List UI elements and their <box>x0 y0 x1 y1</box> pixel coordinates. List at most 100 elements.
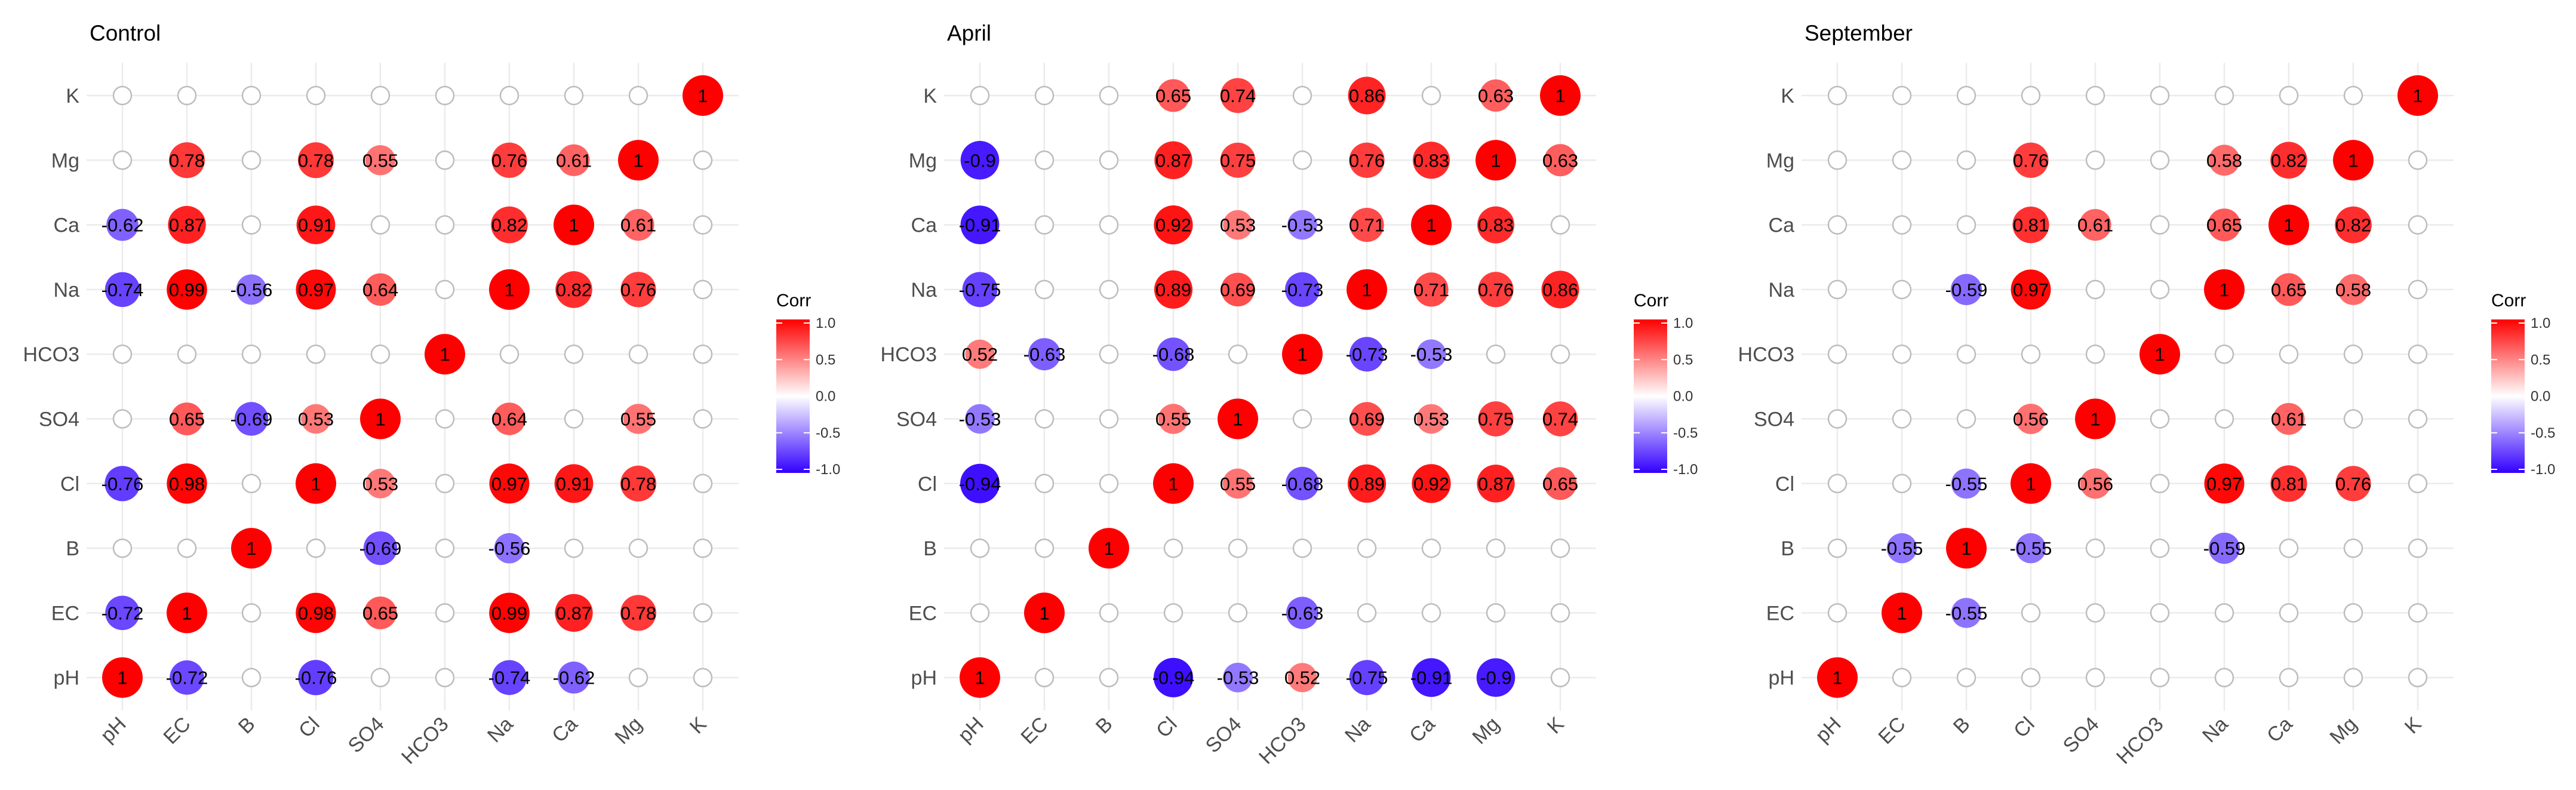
correlation-bubble <box>965 339 995 369</box>
correlation-bubble <box>1480 79 1512 112</box>
empty-cell-marker <box>112 538 133 558</box>
empty-cell-marker <box>112 150 133 170</box>
cells: 1 -0.72 -0.76 -0.74 -0.62 -0.72 1 0.98 0.65 0.99 0… <box>102 75 723 698</box>
empty-cell-marker <box>177 85 197 106</box>
correlation-value-label: 0.63 <box>1542 150 1578 171</box>
correlation-bubble <box>1412 464 1451 503</box>
empty-cell-marker <box>2279 344 2299 364</box>
correlation-value-label: 0.71 <box>1413 279 1449 300</box>
empty-cell-marker <box>1099 668 1119 687</box>
correlation-bubble <box>2338 274 2369 305</box>
correlation-value-label: 1 <box>439 344 450 365</box>
empty-cell-marker <box>435 474 455 494</box>
correlation-value-label: 0.63 <box>1478 85 1514 106</box>
correlation-value-label: 0.58 <box>2335 279 2371 300</box>
empty-cell-marker <box>970 85 990 106</box>
empty-cell-marker <box>2085 279 2105 300</box>
correlation-bubble <box>554 464 594 503</box>
empty-cell-marker <box>241 344 262 364</box>
correlation-value-label: 0.82 <box>2271 150 2307 171</box>
empty-cell-marker <box>2021 344 2041 364</box>
correlation-bubble <box>489 269 530 310</box>
correlation-bubble <box>1542 401 1578 437</box>
legend-tick-label: -1.0 <box>2531 462 2555 478</box>
empty-cell-marker <box>1892 409 1912 429</box>
empty-cell-marker <box>177 538 197 558</box>
x-tick-label: SO4 <box>2059 712 2104 757</box>
correlation-value-label: 0.71 <box>1349 215 1385 236</box>
empty-cell-marker <box>1034 215 1055 235</box>
correlation-bubble <box>1024 592 1065 634</box>
y-tick-label: Mg <box>1766 149 1794 172</box>
correlation-value-label: 0.69 <box>1349 409 1385 430</box>
y-tick-label: HCO3 <box>1738 343 1794 366</box>
correlation-value-label: -0.55 <box>2010 538 2052 559</box>
correlation-bubble <box>1287 210 1317 240</box>
correlation-value-label: 0.78 <box>620 474 656 494</box>
empty-cell-marker <box>1827 603 1848 623</box>
legend-tick-label: 0.5 <box>816 352 835 368</box>
correlation-value-label: -0.76 <box>102 474 144 494</box>
correlation-value-label: 0.87 <box>1478 474 1514 494</box>
correlation-bubble <box>555 271 592 308</box>
correlation-value-label: 0.76 <box>2013 150 2049 171</box>
correlation-bubble <box>2208 208 2241 241</box>
correlation-bubble <box>960 463 1000 503</box>
empty-cell-marker <box>1956 409 1976 429</box>
correlation-bubble <box>1154 270 1193 309</box>
correlation-bubble <box>2209 145 2240 176</box>
x-tick-label: Na <box>1341 712 1375 747</box>
y-tick-label: Cl <box>1775 473 1794 496</box>
empty-cell-marker <box>177 344 197 364</box>
correlation-value-label: 0.98 <box>298 603 334 623</box>
correlation-value-label: 0.65 <box>362 603 398 623</box>
empty-cell-marker <box>2150 215 2170 235</box>
correlation-value-label: -0.63 <box>1023 344 1066 365</box>
empty-cell-marker <box>435 603 455 623</box>
empty-cell-marker <box>2214 344 2234 364</box>
correlation-bubble <box>622 209 654 241</box>
empty-cell-marker <box>306 538 326 558</box>
y-tick-label: B <box>923 537 937 560</box>
correlation-bubble <box>1350 208 1384 242</box>
legend-title: Corr <box>2491 291 2526 311</box>
empty-cell-marker <box>2021 603 2041 623</box>
empty-cell-marker <box>2279 85 2299 106</box>
correlation-bubble <box>491 142 527 178</box>
panel-title: April <box>947 21 991 45</box>
correlation-value-label: -0.91 <box>959 215 1001 236</box>
correlation-value-label: -0.56 <box>230 279 273 300</box>
correlation-bubble <box>1411 204 1452 245</box>
x-tick-label: HCO3 <box>1255 712 1311 769</box>
correlation-value-label: -0.56 <box>488 538 531 559</box>
correlation-value-label: 0.97 <box>2013 279 2049 300</box>
correlation-bubble <box>1477 206 1514 244</box>
empty-cell-marker <box>1486 603 1506 623</box>
correlation-value-label: 0.61 <box>2271 409 2307 430</box>
y-tick-label: K <box>1781 85 1794 107</box>
empty-cell-marker <box>1956 215 1976 235</box>
correlation-bubble <box>1478 272 1514 308</box>
correlation-value-label: 0.97 <box>2206 474 2242 494</box>
correlation-bubble <box>1158 404 1189 434</box>
y-tick-label: Ca <box>54 214 80 237</box>
correlation-value-label: 1 <box>2025 474 2036 494</box>
correlation-bubble <box>167 592 207 634</box>
empty-cell-marker <box>1827 279 1848 300</box>
correlation-value-label: 1 <box>375 409 385 430</box>
correlation-bubble <box>2208 533 2240 564</box>
correlation-bubble <box>1157 337 1190 371</box>
empty-cell-marker <box>1034 538 1055 558</box>
empty-cell-marker <box>1892 668 1912 687</box>
correlation-value-label: 1 <box>1361 279 1372 300</box>
empty-cell-marker <box>2279 538 2299 558</box>
correlation-value-label: 1 <box>1232 409 1243 430</box>
correlation-value-label: 0.65 <box>2206 215 2242 236</box>
empty-cell-marker <box>1486 344 1506 364</box>
correlation-bubble <box>1222 468 1253 499</box>
correlation-bubble <box>1220 78 1256 113</box>
empty-cell-marker <box>2214 603 2234 623</box>
empty-cell-marker <box>1228 603 1248 623</box>
correlation-bubble <box>2015 533 2046 564</box>
